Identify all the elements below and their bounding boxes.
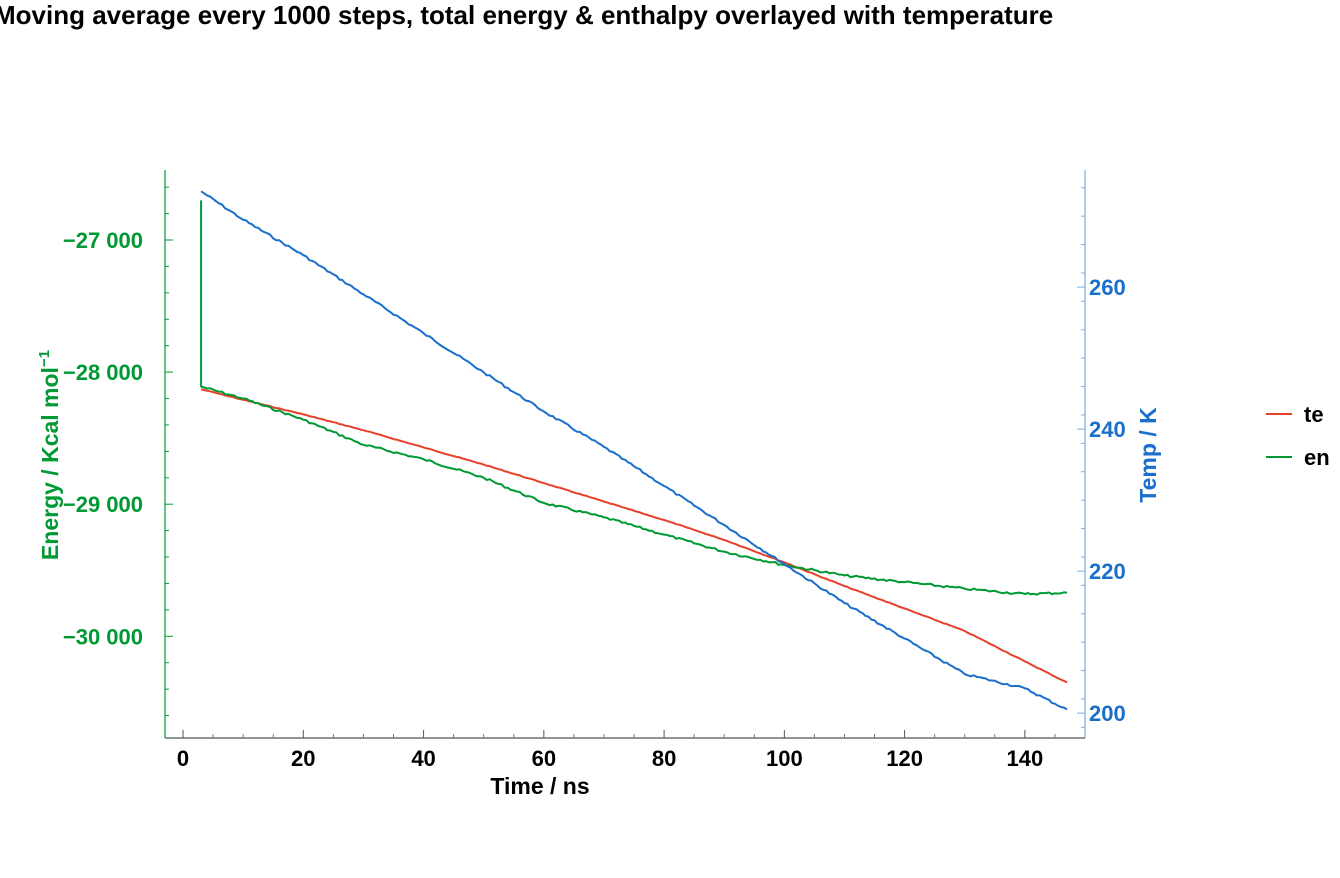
y-right-tick-label: 260	[1089, 275, 1126, 300]
x-tick-label: 120	[886, 746, 923, 771]
y-right-tick-label: 240	[1089, 417, 1126, 442]
legend-label-te: te	[1304, 402, 1324, 427]
series-line-temperature	[200, 190, 1068, 711]
axes	[164, 170, 1086, 739]
x-axis-title: Time / ns	[490, 773, 589, 799]
y-left-tick-label: −28 000	[63, 360, 143, 385]
y-right-tick-label: 200	[1089, 701, 1126, 726]
x-tick-label: 60	[532, 746, 556, 771]
series-line-en	[200, 200, 1068, 596]
y-left-axis-title: Energy / Kcal mol−1	[36, 350, 63, 560]
chart-title: Moving average every 1000 steps, total e…	[0, 0, 1054, 30]
y-left-tick-label: −29 000	[63, 492, 143, 517]
x-tick-label: 100	[766, 746, 803, 771]
series-layer	[200, 190, 1068, 711]
series-line-te	[200, 388, 1068, 684]
y-left-tick-label: −30 000	[63, 624, 143, 649]
x-tick-label: 20	[291, 746, 315, 771]
y-left-tick-label: −27 000	[63, 228, 143, 253]
x-tick-label: 0	[177, 746, 189, 771]
x-tick-label: 40	[411, 746, 435, 771]
axis-labels: 0 20 40 60 80 100 120 140 −27 000 −28 000 −29 000 −…	[36, 228, 1161, 799]
legend-label-en: en	[1304, 445, 1330, 470]
y-right-tick-label: 220	[1089, 559, 1126, 584]
x-tick-label: 140	[1007, 746, 1044, 771]
y-left-axis-title-superscript: −1	[36, 350, 53, 367]
x-tick-label: 80	[652, 746, 676, 771]
legend: te en	[1266, 402, 1330, 470]
y-right-axis-title: Temp / K	[1135, 407, 1161, 503]
